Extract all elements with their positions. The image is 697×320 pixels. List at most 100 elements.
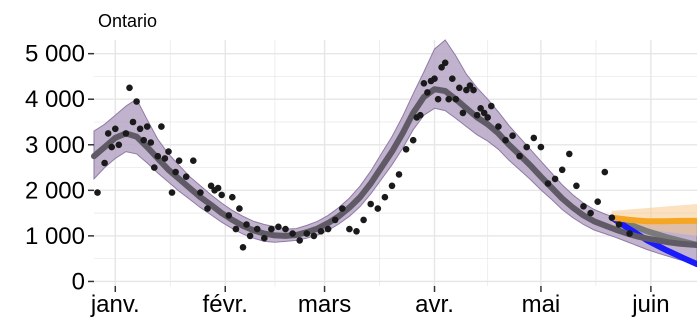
y-tick-label: 1 000 [25, 223, 85, 250]
data-point [112, 125, 119, 133]
trend-line [91, 86, 697, 248]
data-point [409, 136, 417, 144]
data-point [470, 86, 477, 94]
data-point [147, 139, 155, 146]
data-point [239, 244, 247, 251]
data-point [566, 150, 573, 158]
data-point [232, 225, 240, 233]
data-point [544, 180, 552, 187]
data-point [129, 118, 137, 126]
data-point [172, 168, 179, 176]
trend-line-path [91, 86, 697, 248]
data-point [94, 189, 101, 196]
x-tick-label: févr. [203, 291, 248, 318]
data-point [182, 173, 190, 180]
data-point [126, 84, 133, 92]
data-point [381, 193, 389, 201]
data-point [275, 223, 282, 231]
data-point [225, 212, 233, 219]
x-tick-label: janv. [90, 291, 140, 318]
data-point [190, 157, 197, 164]
axes: 0 1 000 2 000 3 000 4 000 5 000 janv. févr. mars… [25, 41, 670, 318]
data-point [402, 146, 410, 153]
data-point [204, 205, 211, 212]
data-point [438, 64, 445, 71]
data-point [151, 164, 158, 171]
data-point [431, 75, 438, 82]
data-point [587, 209, 594, 217]
data-point [346, 225, 353, 233]
data-point [331, 216, 339, 224]
data-point [466, 82, 474, 89]
confidence-band-area [93, 39, 697, 265]
data-point [303, 230, 311, 237]
grid [94, 40, 697, 286]
y-tick-label: 4 000 [25, 86, 85, 113]
data-point [158, 123, 165, 130]
data-point [516, 152, 523, 160]
data-point [495, 123, 502, 130]
data-point [551, 175, 559, 183]
data-point [317, 228, 325, 235]
data-point [197, 189, 204, 196]
data-point [243, 221, 250, 228]
data-point [101, 159, 108, 167]
data-point [282, 225, 289, 233]
data-point [140, 136, 147, 144]
data-point [456, 84, 463, 92]
x-tick-label: mai [522, 291, 561, 318]
data-point [523, 143, 530, 151]
data-point [502, 136, 509, 144]
data-point [236, 205, 243, 212]
data-point [601, 168, 609, 176]
data-point [558, 166, 566, 174]
data-point [367, 200, 375, 208]
data-point [420, 80, 428, 87]
data-point [207, 182, 215, 190]
data-point [310, 232, 318, 240]
data-point [374, 205, 382, 212]
data-point [608, 214, 616, 221]
data-point [449, 75, 456, 82]
data-point [268, 225, 275, 233]
data-point [537, 143, 545, 151]
data-point [463, 86, 470, 94]
data-point [594, 198, 601, 205]
data-point [530, 134, 538, 142]
data-point [484, 114, 492, 121]
data-point [229, 193, 236, 201]
data-point [324, 225, 332, 233]
data-point [108, 143, 115, 151]
data-point [261, 234, 268, 242]
data-point [477, 105, 484, 112]
y-tick-label: 3 000 [25, 132, 85, 159]
data-point [452, 95, 460, 103]
data-point [573, 182, 580, 190]
data-point [417, 111, 424, 119]
confidence-band [93, 39, 697, 265]
chart-title: Ontario [98, 11, 157, 31]
data-point [360, 216, 367, 224]
data-point [509, 132, 516, 139]
y-tick-label: 5 000 [25, 41, 85, 68]
data-point [580, 203, 587, 210]
data-point [445, 95, 453, 103]
data-point [296, 237, 304, 244]
scenario-low-line [608, 214, 697, 268]
data-point [615, 221, 623, 228]
data-point [441, 59, 449, 67]
data-point [218, 191, 225, 199]
x-tick-label: avr. [415, 291, 454, 318]
data-point [488, 102, 495, 110]
data-point [165, 148, 172, 155]
data-point [115, 141, 123, 149]
data-point [459, 109, 467, 117]
data-point [424, 89, 431, 96]
data-point [289, 230, 296, 237]
data-point [143, 123, 151, 130]
data-point [480, 109, 488, 117]
data-point [246, 232, 254, 240]
data-point [175, 157, 183, 164]
data-point [626, 230, 633, 237]
